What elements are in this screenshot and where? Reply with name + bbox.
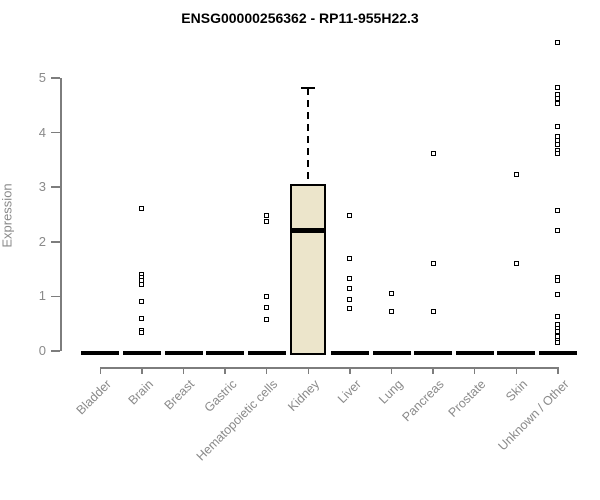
zero-bar <box>330 351 369 355</box>
y-tick <box>51 241 60 243</box>
outlier-point <box>555 141 561 147</box>
y-tick-label: 5 <box>38 70 46 85</box>
outlier-point <box>139 282 145 288</box>
x-tick <box>515 367 518 374</box>
whisker-line <box>307 87 310 185</box>
y-tick <box>51 295 60 298</box>
x-category-label: Brain <box>125 377 156 408</box>
y-tick <box>51 186 60 188</box>
outlier-point <box>347 305 353 311</box>
x-tick <box>99 367 102 374</box>
y-tick-label: 0 <box>38 343 46 358</box>
outlier-point <box>513 171 519 177</box>
outlier-point <box>555 314 561 320</box>
outlier-point <box>555 208 561 214</box>
zero-bar <box>497 351 536 355</box>
y-axis-line <box>60 78 62 351</box>
outlier-point <box>430 308 436 314</box>
outlier-point <box>264 294 270 300</box>
x-category-label: Bladder <box>73 377 115 418</box>
outlier-point <box>555 228 561 234</box>
outlier-point <box>389 308 394 314</box>
outlier-point <box>139 299 145 305</box>
x-category-label: Prostate <box>445 377 489 420</box>
outlier-point <box>347 296 353 302</box>
y-tick-label: 2 <box>38 233 46 249</box>
x-tick <box>473 367 476 374</box>
x-category-label: Gastric <box>201 377 240 415</box>
x-tick <box>349 367 351 374</box>
zero-bar <box>164 351 203 355</box>
y-axis-label: Expression <box>0 183 15 248</box>
x-category-label: Lung <box>375 377 406 407</box>
x-category-label: Liver <box>334 377 364 407</box>
x-tick <box>390 367 393 374</box>
x-tick <box>265 367 268 374</box>
x-category-label: Kidney <box>285 377 323 414</box>
x-tick <box>141 367 143 374</box>
outlier-point <box>555 100 561 106</box>
outlier-point <box>264 304 270 310</box>
x-tick <box>182 367 185 374</box>
x-axis-line <box>100 367 560 369</box>
zero-bar <box>455 351 494 355</box>
outlier-point <box>264 317 270 323</box>
y-tick <box>51 77 60 79</box>
outlier-point <box>513 261 519 267</box>
outlier-point <box>555 84 561 90</box>
x-category-label: Pancreas <box>399 377 448 425</box>
y-tick-label: 3 <box>38 179 46 195</box>
zero-bar <box>372 351 411 355</box>
outlier-point <box>347 276 353 282</box>
x-tick <box>432 367 434 374</box>
y-tick <box>51 350 60 352</box>
zero-bar <box>247 351 286 355</box>
x-tick <box>557 367 559 374</box>
x-category-label: Hematopoietic cells <box>194 377 281 464</box>
outlier-point <box>139 329 145 335</box>
outlier-point <box>430 150 436 156</box>
x-tick <box>224 367 226 374</box>
outlier-point <box>555 150 561 156</box>
zero-bar <box>122 351 161 355</box>
x-category-label: Breast <box>161 377 198 413</box>
zero-bar <box>538 351 577 355</box>
outlier-point <box>430 260 436 266</box>
x-category-label: Skin <box>503 377 531 405</box>
outlier-point <box>139 205 145 211</box>
y-tick-label: 4 <box>38 124 46 140</box>
outlier-point <box>347 255 353 261</box>
outlier-point <box>555 340 561 346</box>
outlier-point <box>389 291 394 297</box>
outlier-point <box>555 124 561 130</box>
zero-bar <box>206 351 245 355</box>
outlier-point <box>555 40 561 45</box>
outlier-point <box>264 219 270 225</box>
x-tick <box>307 367 310 374</box>
zero-bar <box>81 351 120 355</box>
chart-title: ENSG00000256362 - RP11-955H22.3 <box>181 10 419 26</box>
median-line <box>290 228 327 234</box>
y-tick-label: 1 <box>38 288 46 304</box>
outlier-point <box>347 286 353 292</box>
outlier-point <box>555 292 561 298</box>
outlier-point <box>555 278 561 284</box>
outlier-point <box>347 212 353 218</box>
outlier-point <box>139 316 145 322</box>
y-tick <box>51 131 60 134</box>
box <box>290 184 327 355</box>
zero-bar <box>414 351 453 355</box>
outlier-point <box>264 212 270 218</box>
